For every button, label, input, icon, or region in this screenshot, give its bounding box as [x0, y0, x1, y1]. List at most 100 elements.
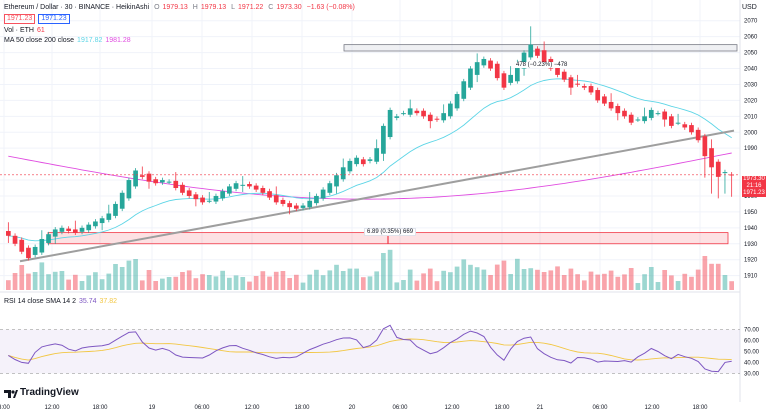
candle-body[interactable] [146, 173, 152, 182]
candle-body[interactable] [260, 188, 266, 193]
currency-label[interactable]: USD [742, 4, 757, 11]
candle-body[interactable] [448, 103, 453, 117]
candle-body[interactable] [615, 105, 621, 114]
candle-body[interactable] [320, 189, 326, 199]
candle-body[interactable] [581, 86, 587, 88]
candle-body[interactable] [474, 62, 480, 75]
candle-body[interactable] [367, 159, 373, 161]
candle-body[interactable] [595, 90, 601, 101]
candle-body[interactable] [52, 229, 58, 237]
candle-body[interactable] [468, 68, 473, 88]
candle-body[interactable] [481, 58, 487, 66]
candle-body[interactable] [535, 48, 540, 56]
candle-body[interactable] [401, 113, 406, 115]
candle-body[interactable] [247, 184, 252, 187]
candle-body[interactable] [521, 52, 527, 69]
candle-body[interactable] [153, 179, 159, 184]
candle-body[interactable] [434, 118, 440, 120]
bid-box[interactable]: 1971.23 [4, 14, 36, 24]
vol-label[interactable]: Vol · ETH [4, 27, 34, 34]
candle-body[interactable] [682, 124, 688, 128]
trendline-line[interactable] [19, 129, 735, 263]
candle-body[interactable] [166, 181, 172, 183]
candle-body[interactable] [541, 50, 547, 63]
candle-body[interactable] [186, 190, 192, 196]
candle-body[interactable] [635, 119, 641, 121]
time-axis[interactable]: 3:00 12:00 18:00 19 06:00 12:00 18:00 20 06:00 12… [0, 405, 708, 411]
candle-body[interactable] [180, 184, 185, 193]
candle-body[interactable] [314, 195, 319, 204]
candle-body[interactable] [160, 180, 165, 183]
candle-body[interactable] [6, 231, 11, 236]
candle-body[interactable] [702, 136, 708, 157]
candle-body[interactable] [722, 172, 728, 174]
candle-body[interactable] [79, 227, 85, 232]
candle-body[interactable] [72, 229, 78, 233]
candle-body[interactable] [588, 86, 594, 93]
candle-body[interactable] [454, 94, 460, 109]
candle-body[interactable] [334, 175, 339, 187]
candle-body[interactable] [508, 74, 513, 83]
candle-body[interactable] [488, 60, 493, 69]
candle-body[interactable] [608, 101, 614, 109]
candle-body[interactable] [461, 81, 467, 99]
candle-body[interactable] [119, 192, 125, 209]
ask-box[interactable]: 1971.23 [38, 14, 70, 24]
candle-body[interactable] [381, 125, 386, 154]
resistance-zone[interactable] [343, 44, 738, 52]
candle-body[interactable] [414, 110, 420, 114]
candle-body[interactable] [12, 235, 18, 244]
candle-body[interactable] [648, 109, 654, 118]
candle-body[interactable] [133, 170, 138, 187]
candle-body[interactable] [213, 195, 219, 202]
candle-body[interactable] [427, 114, 433, 122]
candle-body[interactable] [354, 157, 359, 165]
candle-body[interactable] [715, 161, 721, 177]
candle-body[interactable] [253, 185, 259, 190]
candle-body[interactable] [494, 63, 500, 79]
candle-body[interactable] [227, 186, 232, 194]
candle-body[interactable] [555, 65, 560, 75]
candle-body[interactable] [32, 246, 38, 255]
candle-body[interactable] [240, 184, 246, 186]
candle-body[interactable] [347, 160, 353, 172]
candle-body[interactable] [307, 200, 313, 208]
candle-body[interactable] [39, 238, 45, 253]
candle-body[interactable] [669, 116, 674, 126]
candle-body[interactable] [501, 73, 507, 88]
price-axis[interactable]: 2070206020502040203020202010200019901970… [744, 19, 760, 378]
candle-body[interactable] [575, 83, 580, 85]
candle-body[interactable] [421, 110, 426, 117]
candle-body[interactable] [280, 199, 286, 204]
candle-body[interactable] [139, 175, 145, 177]
candle-body[interactable] [709, 148, 714, 168]
candle-body[interactable] [26, 247, 31, 259]
candle-body[interactable] [126, 180, 132, 199]
candle-body[interactable] [675, 122, 681, 124]
candle-body[interactable] [514, 62, 520, 82]
candle-body[interactable] [568, 77, 574, 88]
rsi-label[interactable]: RSI 14 close SMA 14 2 [4, 298, 76, 305]
candle-body[interactable] [300, 205, 306, 208]
candle-body[interactable] [340, 167, 346, 180]
candle-body[interactable] [59, 227, 65, 232]
candle-body[interactable] [220, 191, 226, 199]
symbol-title[interactable]: Ethereum / Dollar · 30 · BINANCE · Heiki… [4, 4, 150, 11]
candle-body[interactable] [327, 183, 333, 193]
candle-body[interactable] [233, 183, 239, 189]
candle-body[interactable] [407, 108, 413, 115]
candle-body[interactable] [267, 191, 272, 198]
candle-body[interactable] [86, 224, 92, 231]
candle-body[interactable] [528, 44, 534, 58]
candle-body[interactable] [273, 195, 279, 203]
candle-body[interactable] [729, 174, 734, 176]
candle-body[interactable] [689, 125, 694, 133]
candle-body[interactable] [173, 180, 179, 189]
candle-body[interactable] [628, 114, 634, 123]
candle-body[interactable] [387, 109, 393, 138]
candle-body[interactable] [642, 116, 647, 122]
candle-body[interactable] [106, 213, 112, 220]
candle-body[interactable] [561, 71, 567, 80]
candle-body[interactable] [287, 203, 292, 208]
